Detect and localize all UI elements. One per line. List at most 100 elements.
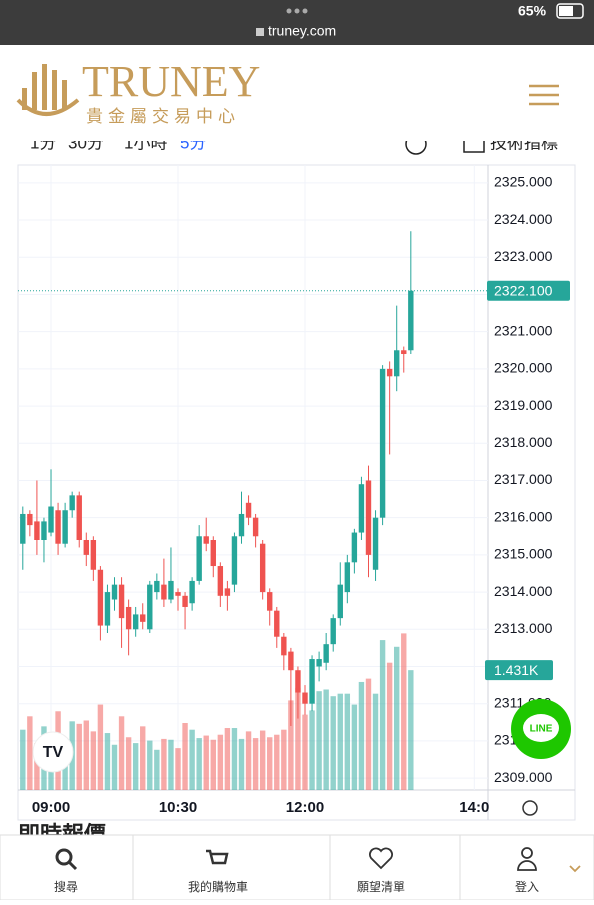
y-tick-label: 2321.000	[494, 322, 553, 338]
volume-bar	[34, 743, 40, 790]
candle-body	[69, 495, 75, 511]
candle-body	[245, 502, 252, 518]
candle-body	[125, 606, 132, 630]
y-tick-label: 2316.000	[494, 508, 553, 524]
candle-body	[337, 584, 343, 619]
y-tick-label: 2324.000	[494, 211, 553, 227]
user-icon[interactable]	[521, 847, 533, 859]
volume-bar	[252, 738, 259, 790]
candle-body	[372, 517, 379, 570]
volume-bar	[83, 720, 89, 790]
nav-label[interactable]: 登入	[515, 879, 539, 894]
menu-button[interactable]	[529, 84, 559, 106]
last-volume-badge	[485, 660, 553, 681]
candle-body	[274, 610, 280, 637]
url[interactable]: truney.com	[268, 23, 336, 39]
y-tick-label: 2318.000	[494, 434, 553, 450]
candle-body	[344, 562, 351, 593]
candle-body	[41, 521, 47, 540]
volume-bar	[372, 693, 379, 790]
volume-bar	[351, 704, 358, 790]
y-tick-label: 2319.000	[494, 397, 553, 413]
volume-bar	[408, 670, 414, 790]
logo-text[interactable]: TRUNEY	[82, 57, 260, 106]
volume-bar	[309, 710, 315, 790]
volume-bar	[104, 733, 111, 790]
candle-body	[20, 513, 26, 544]
volume-bar	[175, 748, 181, 790]
volume-bar	[76, 723, 82, 790]
volume-bar	[154, 749, 160, 790]
volume-bar	[274, 734, 280, 790]
last-volume-label: 1.431K	[494, 662, 539, 678]
candle-body	[83, 540, 89, 555]
candle-body	[90, 540, 97, 570]
volume-bar	[132, 743, 139, 790]
candle-body	[259, 543, 266, 593]
y-tick-label: 2325.000	[494, 174, 553, 190]
search-icon	[67, 860, 78, 871]
candle-body	[76, 495, 82, 540]
volume-bar	[196, 738, 202, 790]
volume-bar	[358, 681, 365, 790]
dots	[294, 8, 300, 14]
dots	[302, 8, 308, 14]
volume-bar	[337, 693, 343, 790]
x-tick-label: 12:00	[286, 799, 324, 816]
volume-bar	[217, 734, 224, 790]
candle-body	[140, 614, 146, 622]
volume-bar	[20, 729, 26, 790]
candle-body	[330, 618, 336, 645]
x-tick-label: 14:0	[459, 799, 489, 816]
volume-bar	[168, 739, 174, 790]
nav-label[interactable]: 搜尋	[54, 879, 78, 894]
candle-body	[408, 290, 414, 351]
heart-icon[interactable]	[369, 847, 393, 870]
volume-bar	[203, 735, 209, 790]
candle-body	[196, 536, 202, 581]
volume-bar	[97, 704, 104, 790]
volume-bar	[323, 689, 329, 790]
expand-icon[interactable]	[569, 865, 581, 873]
cart-icon[interactable]	[206, 849, 229, 865]
volume-bar	[210, 739, 216, 790]
volume-bar	[288, 700, 294, 790]
volume-bar	[189, 729, 195, 790]
volume-bar	[295, 687, 301, 790]
candle-body	[401, 350, 407, 354]
volume-bar	[330, 696, 336, 790]
volume-bar	[386, 662, 393, 790]
x-tick-label: 10:30	[159, 799, 197, 816]
last-price-badge	[487, 280, 570, 301]
volume-bar	[316, 691, 322, 790]
candle-body	[147, 584, 153, 630]
volume-bar	[238, 738, 245, 790]
nav-label[interactable]: 願望清單	[357, 880, 405, 894]
volume-bar	[161, 738, 167, 790]
y-tick-label: 2320.000	[494, 360, 553, 376]
candle-body	[118, 584, 125, 619]
candle-body	[161, 584, 167, 600]
candle-body	[288, 651, 294, 671]
candle-body	[154, 580, 160, 593]
candle-body	[48, 506, 54, 533]
volume-bar	[379, 640, 386, 790]
line-bubble	[523, 714, 559, 742]
candle-body	[302, 692, 308, 704]
x-tick-label: 09:00	[32, 799, 70, 816]
settings-icon[interactable]	[522, 800, 538, 816]
logo[interactable]: TRUNEY 貴金屬交易中心	[16, 57, 260, 126]
candle-body	[351, 532, 358, 563]
header	[0, 45, 594, 141]
search-icon[interactable]	[55, 848, 73, 866]
y-tick-label: 2317.000	[494, 471, 553, 487]
volume-bar	[147, 740, 153, 790]
tagline: 貴金屬交易中心	[86, 107, 240, 126]
plot	[18, 165, 488, 790]
volume-bar	[140, 726, 146, 790]
tv-logo[interactable]	[32, 731, 74, 773]
candle-body	[62, 510, 68, 544]
nav-label[interactable]: 我的購物車	[188, 879, 248, 894]
candle-body	[168, 580, 174, 600]
